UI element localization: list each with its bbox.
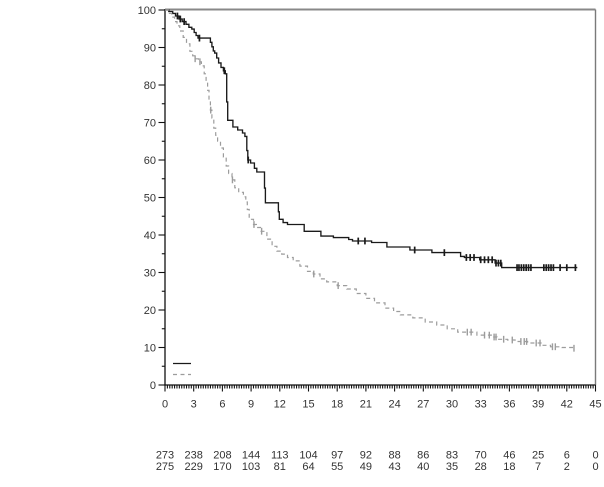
x-axis-tick-label: 36: [503, 399, 515, 411]
survival-curve-solid: [165, 9, 578, 269]
risk-value: 64: [302, 461, 314, 473]
risk-value: 40: [417, 461, 429, 473]
risk-value: 144: [242, 450, 260, 462]
x-axis-tick-label: 21: [360, 399, 372, 411]
y-axis-tick-label: 70: [144, 117, 156, 129]
censor-marks-dashed: [194, 55, 575, 352]
x-axis-tick-label: 45: [589, 399, 601, 411]
x-axis-tick-label: 6: [219, 399, 225, 411]
risk-value: 6: [564, 450, 570, 462]
risk-value: 43: [388, 461, 400, 473]
risk-value: 70: [475, 450, 487, 462]
y-axis-tick-label: 20: [144, 305, 156, 317]
risk-table-row-2: 275 229 170 103 81 64 55 49 43 40 35 28 18 7 2 0: [156, 461, 599, 473]
y-axis-tick-label: 10: [144, 342, 156, 354]
risk-value: 0: [592, 450, 598, 462]
risk-value: 97: [331, 450, 343, 462]
y-axis-tick-label: 40: [144, 230, 156, 242]
x-axis: 0 3 6 9 12 15 18 21 24 27 30 33 36 39 42 45: [162, 385, 602, 411]
risk-value: 86: [417, 450, 429, 462]
y-axis-tick-label: 100: [138, 5, 156, 17]
risk-value: 104: [299, 450, 317, 462]
risk-table-row-1: 273 238 208 144 113 104 97 92 88 86 83 70 46 25 6 0: [156, 450, 599, 462]
risk-value: 229: [185, 461, 203, 473]
y-axis-tick-label: 0: [150, 380, 156, 392]
risk-value: 49: [360, 461, 372, 473]
y-axis-tick-label: 60: [144, 155, 156, 167]
risk-value: 81: [274, 461, 286, 473]
risk-value: 92: [360, 450, 372, 462]
y-axis-tick-label: 80: [144, 80, 156, 92]
risk-value: 55: [331, 461, 343, 473]
x-axis-tick-label: 39: [532, 399, 544, 411]
x-axis-tick-label: 24: [388, 399, 400, 411]
risk-value: 208: [213, 450, 231, 462]
y-axis-tick-label: 90: [144, 42, 156, 54]
y-axis-tick-label: 30: [144, 267, 156, 279]
risk-value: 170: [213, 461, 231, 473]
x-axis-tick-label: 9: [248, 399, 254, 411]
x-axis-tick-label: 3: [191, 399, 197, 411]
censor-marks-solid: [176, 12, 577, 272]
x-axis-tick-label: 30: [446, 399, 458, 411]
x-axis-tick-label: 15: [302, 399, 314, 411]
risk-value: 25: [532, 450, 544, 462]
x-axis-tick-label: 0: [162, 399, 168, 411]
risk-value: 275: [156, 461, 174, 473]
risk-value: 83: [446, 450, 458, 462]
risk-value: 113: [271, 450, 289, 462]
risk-value: 7: [535, 461, 541, 473]
risk-value: 28: [475, 461, 487, 473]
risk-value: 35: [446, 461, 458, 473]
legend: [173, 362, 191, 376]
risk-value: 273: [156, 450, 174, 462]
risk-value: 2: [564, 461, 570, 473]
y-axis-tick-label: 50: [144, 192, 156, 204]
risk-value: 0: [592, 461, 598, 473]
risk-value: 18: [503, 461, 515, 473]
x-axis-tick-label: 27: [417, 399, 429, 411]
risk-value: 103: [242, 461, 260, 473]
risk-value: 238: [185, 450, 203, 462]
x-axis-tick-label: 12: [274, 399, 286, 411]
risk-value: 88: [388, 450, 400, 462]
survival-curve-dashed: [165, 9, 576, 349]
risk-value: 46: [503, 450, 515, 462]
y-axis: 0 10 20 30 40 50 60 70 80 90 100: [138, 5, 165, 392]
x-axis-tick-label: 42: [561, 399, 573, 411]
x-axis-tick-label: 33: [475, 399, 487, 411]
x-axis-tick-label: 18: [331, 399, 343, 411]
